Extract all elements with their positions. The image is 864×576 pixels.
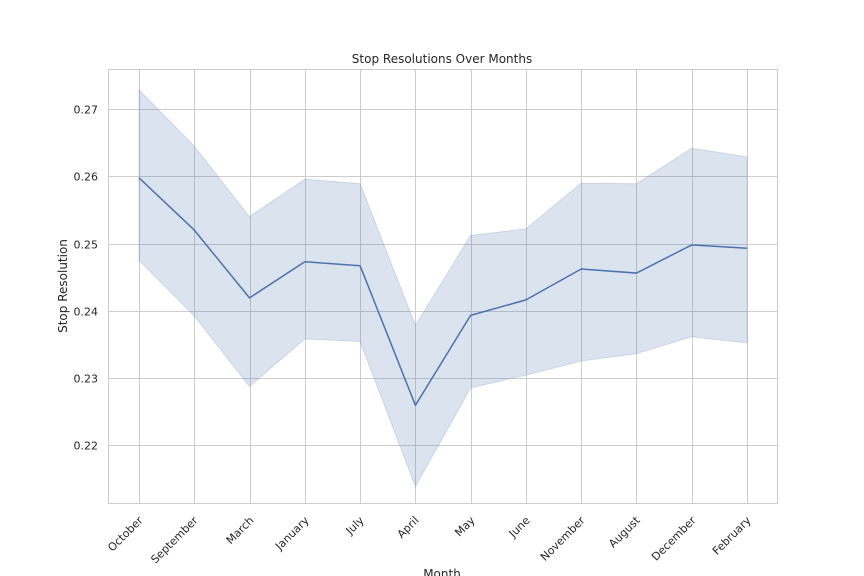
confidence-band-area [138,88,748,488]
y-tick-label: 0.27 [74,104,99,117]
y-tick-labels: 0.22 0.23 0.24 0.25 0.26 0.27 [74,104,99,453]
x-tick-label: February [710,514,754,558]
x-tick-label: October [105,514,146,555]
x-tick-label: April [395,514,422,541]
y-tick-label: 0.26 [74,171,99,184]
x-tick-labels: October September March January July April May… [105,513,754,566]
x-tick-label: July [343,514,367,538]
confidence-band [138,88,748,488]
x-tick-label: September [148,514,201,567]
x-tick-label: June [506,514,533,541]
plot-frame [108,69,778,504]
y-axis-label: Stop Resolution [56,239,70,333]
chart-title: Stop Resolutions Over Months [352,52,532,66]
y-tick-label: 0.22 [74,440,99,453]
y-tick-label: 0.25 [74,239,99,252]
x-tick-label: March [224,514,257,547]
series-polyline [138,177,748,407]
x-tick-label: May [452,514,478,540]
x-tick-label: December [649,514,699,564]
x-tick-label: August [606,513,643,550]
x-tick-label: November [538,514,588,564]
y-tick-label: 0.23 [74,373,99,386]
series-line [138,177,748,407]
grid [108,69,778,504]
x-axis-label: Month [423,567,461,576]
x-tick-label: January [272,514,312,554]
y-tick-label: 0.24 [74,306,99,319]
